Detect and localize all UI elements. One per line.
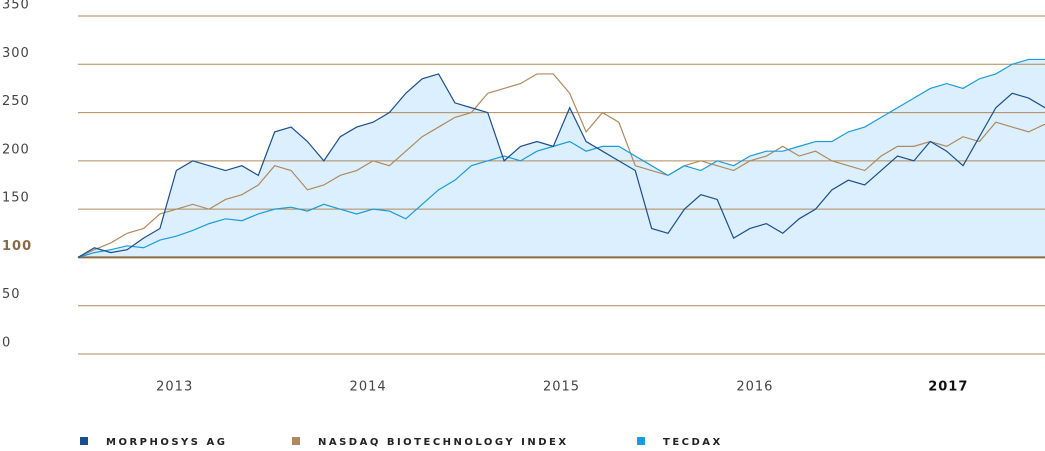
- x-tick-label: 2017: [928, 380, 968, 395]
- x-tick-label: 2013: [156, 380, 193, 395]
- y-tick-label: 300: [2, 46, 30, 61]
- y-tick-label: 50: [2, 287, 21, 302]
- line: [77, 73, 1045, 258]
- x-tick-label: 2014: [350, 380, 387, 395]
- x-tick-label: 2016: [736, 380, 773, 395]
- area: [78, 59, 1045, 258]
- line: [77, 73, 1045, 258]
- y-tick-label: 200: [2, 142, 30, 157]
- y-tick-label: 350: [2, 0, 30, 13]
- legend-label: MORPHOSYS AG: [106, 437, 227, 448]
- legend-label: TECDAX: [663, 437, 723, 448]
- legend-swatch: [80, 437, 88, 445]
- y-tick-label: 100: [2, 239, 32, 254]
- legend-swatch: [292, 437, 300, 445]
- legend-label: NASDAQ BIOTECHNOLOGY INDEX: [318, 437, 569, 448]
- y-tick-label: 150: [2, 191, 30, 206]
- legend-swatch: [637, 437, 645, 445]
- x-tick-label: 2015: [543, 380, 580, 395]
- line: [77, 58, 1045, 259]
- y-tick-label: 250: [2, 94, 30, 109]
- y-tick-label: 0: [2, 336, 11, 351]
